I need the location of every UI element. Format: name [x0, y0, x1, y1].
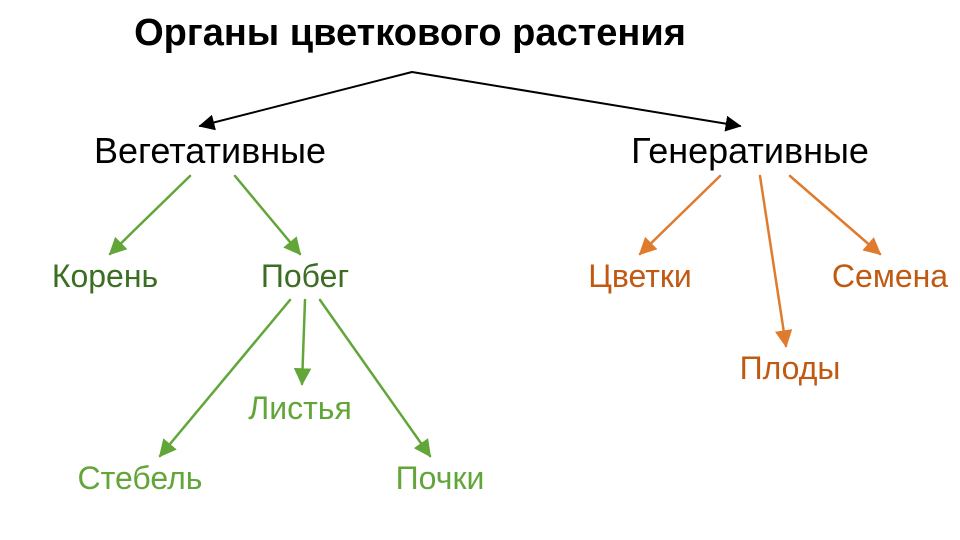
node-leaves: Листья	[248, 390, 352, 427]
node-shoot: Побег	[261, 258, 349, 295]
node-flowers: Цветки	[588, 258, 692, 295]
node-title: Органы цветкового растения	[134, 12, 686, 55]
node-root: Корень	[52, 258, 158, 295]
node-fruits: Плоды	[740, 350, 841, 387]
node-generative: Генеративные	[631, 130, 869, 172]
node-vegetative: Вегетативные	[94, 130, 326, 172]
diagram-stage: Органы цветкового растения Вегетативные …	[0, 0, 960, 540]
node-stem: Стебель	[78, 460, 203, 497]
node-seeds: Семена	[832, 258, 948, 295]
node-buds: Почки	[396, 460, 485, 497]
